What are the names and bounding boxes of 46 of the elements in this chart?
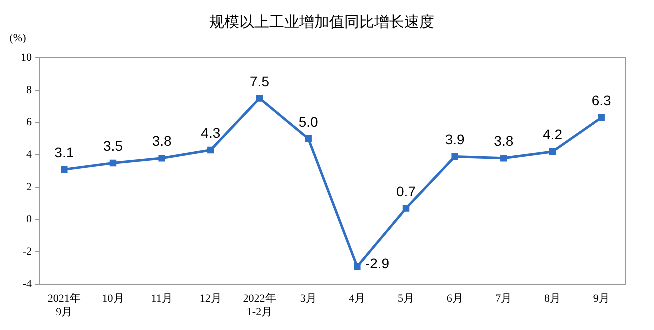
data-label: 3.9: [445, 132, 466, 148]
point: [500, 154, 508, 162]
data-label: 0.7: [396, 183, 416, 200]
data-label: 4.2: [543, 126, 563, 143]
data-label: 3.1: [54, 144, 74, 161]
y-tick-label: -4: [22, 278, 32, 290]
chart-title: 规模以上工业增加值同比增长速度: [210, 12, 434, 31]
point: [452, 153, 458, 160]
data-label: 3.5: [104, 138, 124, 154]
y-tick-label: 6: [26, 116, 32, 129]
x-tick-label: 5月: [398, 293, 414, 306]
point: [402, 205, 410, 212]
point: [305, 136, 312, 142]
x-tick-label: 2021年 9月: [48, 293, 81, 318]
x-tick-label: 7月: [496, 293, 512, 306]
point: [61, 166, 68, 174]
point: [158, 154, 166, 162]
x-tick-label: 2022年 1-2月: [243, 293, 276, 318]
point: [208, 146, 214, 154]
x-tick-label: 11月: [151, 293, 173, 306]
x-tick-label: 9月: [593, 293, 610, 306]
point: [256, 95, 264, 102]
y-tick-label: 2: [26, 181, 32, 194]
point: [598, 114, 605, 122]
data-label: 3.8: [152, 133, 172, 150]
y-tick-label: 8: [26, 84, 32, 96]
point: [354, 263, 361, 270]
data-label: -2.9: [365, 256, 390, 272]
data-label: 6.3: [592, 92, 612, 109]
x-tick-label: 10月: [102, 293, 124, 306]
point: [110, 160, 117, 167]
y-tick-label: 4: [26, 149, 32, 162]
point: [549, 148, 556, 156]
y-axis-title: (%): [10, 32, 27, 44]
y-tick-label: -2: [22, 246, 32, 258]
x-tick-label: 12月: [200, 293, 222, 306]
data-label: 3.8: [494, 133, 514, 150]
x-tick-label: 8月: [544, 293, 561, 306]
x-tick-label: 3月: [300, 293, 317, 306]
y-tick-label: 10: [21, 52, 32, 64]
x-tick-label: 6月: [446, 293, 464, 306]
data-label: 7.5: [250, 73, 270, 90]
data-label: 5.0: [298, 114, 319, 130]
y-tick-label: 0: [26, 214, 32, 226]
x-tick-label: 4月: [349, 293, 366, 306]
data-label: 4.3: [201, 125, 221, 142]
